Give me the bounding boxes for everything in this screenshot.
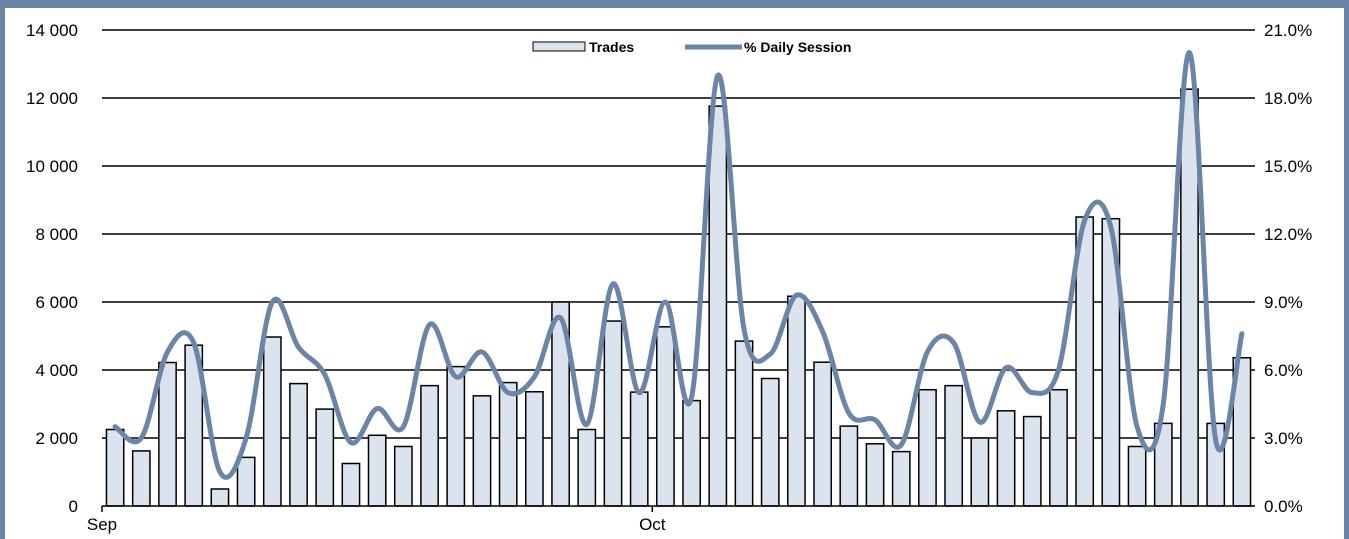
bar-trades (446, 365, 466, 507)
bar-trades (393, 445, 413, 507)
legend-label-daily-session: % Daily Session (744, 39, 851, 55)
x-tick-label: Oct (639, 515, 666, 534)
y-tick-label: 6 000 (35, 293, 78, 312)
bar-trades (865, 443, 885, 507)
bar-trades (629, 391, 649, 507)
bar-trades (839, 425, 859, 507)
bar-trades (210, 488, 230, 507)
axes: 0 2 000 4 000 6 000 8 000 10 000 12 000 14 000 0… (26, 21, 1312, 534)
line-series-daily-session (112, 50, 1245, 480)
line-daily-session (112, 50, 1245, 480)
y-tick-label: 10 000 (26, 157, 78, 176)
bar-trades (996, 410, 1016, 507)
bar-trades (472, 395, 492, 507)
bar-trades (944, 384, 964, 507)
bar-trades (105, 428, 125, 507)
bar-trades (341, 462, 361, 507)
bar-trades (891, 450, 911, 507)
bar-trades (315, 408, 335, 507)
legend-swatch-trades (532, 41, 586, 52)
y-tick-label: 14 000 (26, 21, 78, 40)
bar-trades (734, 340, 754, 507)
bar-trades (262, 336, 282, 507)
y-tick-label: 4 000 (35, 361, 78, 380)
bar-trades (918, 388, 937, 507)
x-tick-label: Sep (87, 515, 117, 534)
bar-trades (367, 434, 387, 507)
bar-trades (1049, 388, 1068, 507)
bar-trades (420, 384, 439, 507)
bar-trades (524, 391, 544, 507)
bar-trades (289, 382, 308, 507)
y2-tick-label: 3.0% (1264, 429, 1303, 448)
bar-trades (236, 456, 256, 507)
bar-trades (1022, 415, 1042, 507)
y-tick-label: 12 000 (26, 89, 78, 108)
bar-trades (787, 295, 806, 507)
y2-tick-label: 15.0% (1264, 157, 1312, 176)
y2-tick-label: 6.0% (1264, 361, 1303, 380)
y2-tick-label: 21.0% (1264, 21, 1312, 40)
y2-tick-label: 9.0% (1264, 293, 1303, 312)
y-tick-label: 8 000 (35, 225, 78, 244)
bar-trades (131, 450, 151, 507)
bar-trades (682, 399, 701, 507)
bar-trades (1180, 88, 1199, 507)
bar-trades (577, 428, 597, 507)
legend: Trades % Daily Session (532, 39, 851, 55)
bar-trades (970, 437, 990, 507)
y-tick-label: 0 (69, 497, 78, 516)
y2-tick-label: 18.0% (1264, 89, 1312, 108)
bar-trades (498, 381, 518, 507)
legend-label-trades: Trades (589, 39, 634, 55)
bar-trades (1127, 445, 1147, 507)
bar-trades (158, 361, 177, 507)
bar-trades (656, 326, 675, 507)
bar-trades (760, 377, 780, 507)
y2-tick-label: 0.0% (1264, 497, 1303, 516)
y2-tick-label: 12.0% (1264, 225, 1312, 244)
bar-trades (603, 320, 623, 507)
y-tick-label: 2 000 (35, 429, 78, 448)
bar-trades (813, 361, 833, 507)
bar-trades (708, 105, 728, 507)
